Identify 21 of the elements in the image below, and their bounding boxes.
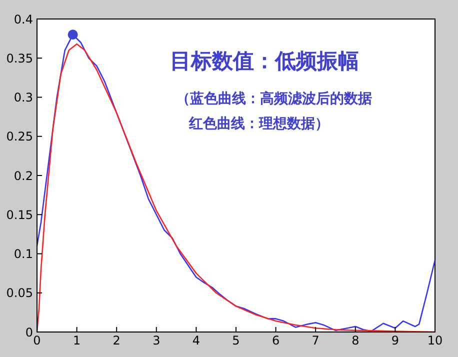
y-tick-label: 0.1 bbox=[14, 247, 33, 262]
annotation: 红色曲线：理想数据） bbox=[189, 115, 329, 133]
x-tick-label: 6 bbox=[272, 334, 280, 348]
y-tick-label: 0.15 bbox=[6, 208, 33, 222]
y-tick-label: 0.2 bbox=[14, 168, 33, 183]
y-tick-label: 0.3 bbox=[14, 90, 33, 105]
x-tick-label: 8 bbox=[352, 334, 360, 348]
x-tick-label: 7 bbox=[312, 334, 320, 348]
x-tick-label: 2 bbox=[112, 334, 120, 348]
y-tick-label: 0.35 bbox=[6, 51, 33, 66]
x-tick-label: 3 bbox=[152, 334, 160, 348]
y-tick-label: 0.4 bbox=[14, 12, 33, 26]
x-tick-label: 5 bbox=[232, 334, 240, 348]
x-tick-label: 10 bbox=[427, 334, 443, 348]
annotation: 目标数值：低频振幅 bbox=[170, 48, 359, 75]
y-tick-label: 0.25 bbox=[6, 130, 33, 144]
x-tick-label: 9 bbox=[391, 334, 400, 348]
x-tick-label: 4 bbox=[192, 334, 200, 348]
x-tick-label: 1 bbox=[72, 334, 81, 348]
y-tick-label: 0.05 bbox=[6, 286, 33, 300]
annotation: （蓝色曲线：高频滤波后的数据 bbox=[176, 90, 372, 108]
